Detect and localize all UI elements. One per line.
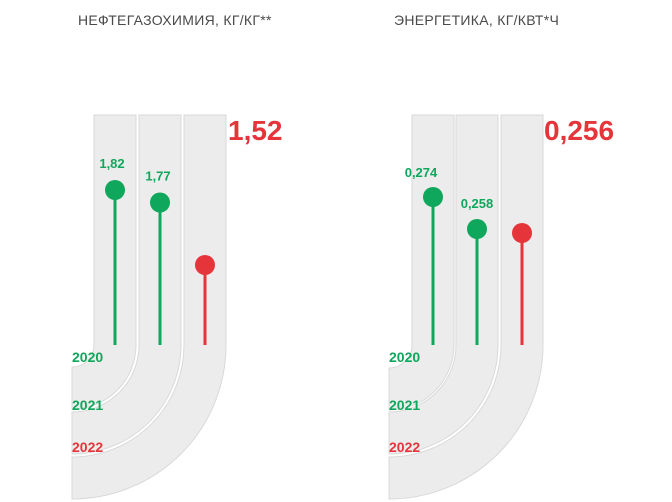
category-label: 2021: [389, 397, 420, 413]
lollipop-chart: 0,274 2020 0,258 2021 0,256 2022: [388, 114, 614, 500]
point: [512, 223, 532, 243]
point: [423, 187, 443, 207]
stem: [517, 233, 527, 345]
chart-panel-energy: ЭНЕРГЕТИКА, КГ/КВТ*Ч 0,274 2020 0,258 2021 0…: [336, 0, 672, 502]
track-band: [388, 114, 544, 500]
point: [150, 192, 170, 213]
track-band: [71, 114, 227, 500]
stem: [110, 190, 120, 345]
value-label: 0,256: [544, 115, 614, 146]
chart-title: ЭНЕРГЕТИКА, КГ/КВТ*Ч: [394, 12, 560, 28]
category-label: 2022: [72, 439, 103, 455]
value-label: 1,52: [228, 115, 283, 146]
value-label: 0,258: [461, 196, 494, 211]
stem: [472, 229, 482, 345]
category-label: 2020: [72, 349, 103, 365]
category-label: 2020: [389, 349, 420, 365]
stem: [200, 265, 210, 345]
value-label: 1,77: [145, 169, 170, 184]
category-label: 2021: [72, 397, 103, 413]
chart-title: НЕФТЕГАЗОХИМИЯ, КГ/КГ**: [78, 12, 272, 28]
stem: [155, 202, 165, 345]
lollipop-chart: 1,82 2020 1,77 2021 1,52 2022: [71, 114, 283, 500]
chart-panel-petrochemistry: НЕФТЕГАЗОХИМИЯ, КГ/КГ** 1,82 2020 1,77 2021…: [71, 12, 283, 500]
value-label: 1,82: [99, 156, 124, 171]
point: [105, 180, 125, 200]
point: [195, 255, 215, 275]
track-band: [388, 114, 455, 411]
category-label: 2022: [389, 439, 420, 455]
point: [467, 219, 487, 239]
stem: [428, 197, 438, 345]
value-label: 0,274: [405, 165, 438, 180]
track-band: [388, 114, 499, 455]
